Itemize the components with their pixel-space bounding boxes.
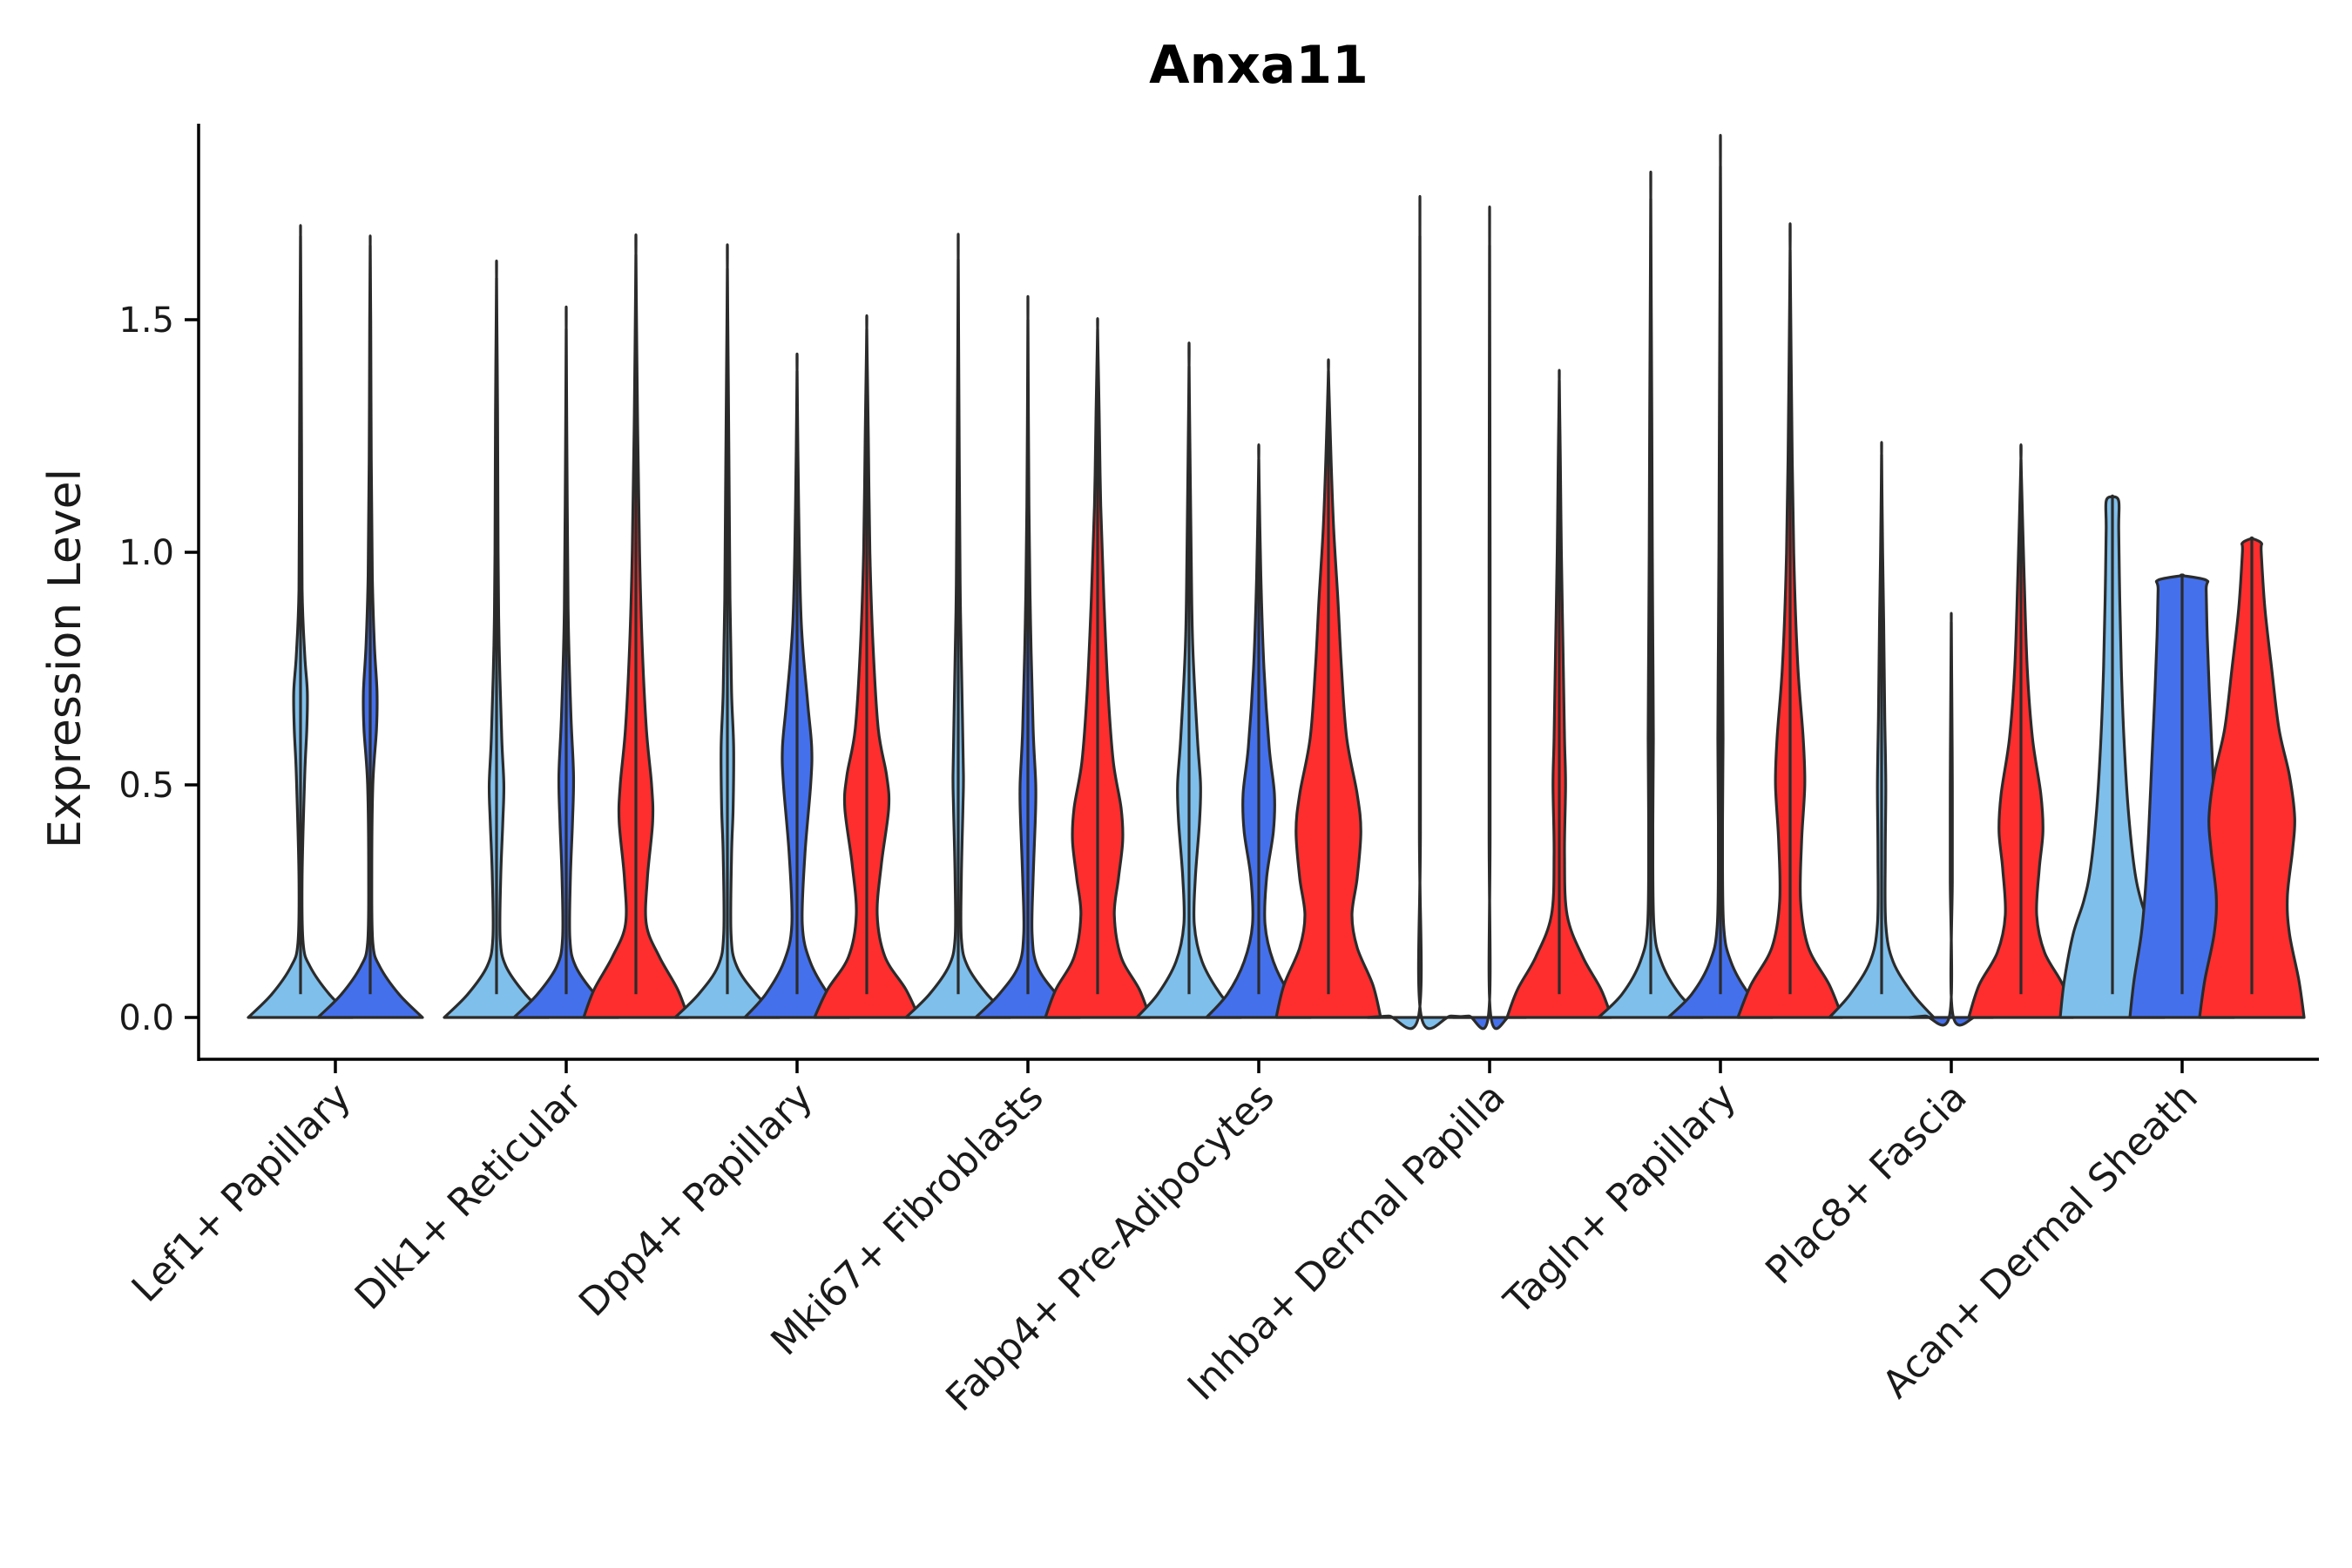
- x-tick-label: Tagln+ Papillary: [1496, 1075, 1745, 1324]
- x-tick-label: Plac8+ Fascia: [1757, 1075, 1976, 1294]
- y-tick-label: 1.0: [118, 533, 174, 573]
- violin-group: [1366, 194, 1613, 1031]
- violin-group: [904, 233, 1152, 1019]
- chart-title: Anxa11: [1149, 35, 1369, 96]
- x-tick-label: Dlk1+ Reticular: [347, 1074, 591, 1319]
- violin-group: [1828, 441, 2075, 1027]
- violin-group: [1135, 341, 1382, 1019]
- y-tick-label: 1.5: [118, 301, 174, 341]
- violins-layer: [247, 133, 2306, 1031]
- y-axis-label: Expression Level: [39, 469, 91, 848]
- violin-group: [2058, 494, 2306, 1019]
- y-tick-label: 0.0: [118, 998, 174, 1038]
- violin-group: [673, 243, 921, 1019]
- violin-group: [443, 233, 690, 1019]
- y-axis-ticks: 0.0 0.5 1.0 1.5: [118, 301, 199, 1038]
- x-tick-label: Dpp4+ Papillary: [571, 1075, 821, 1326]
- x-tick-label: Lef1+ Papillary: [124, 1075, 360, 1311]
- violin-group: [247, 224, 424, 1019]
- violin-group: [1597, 133, 1844, 1019]
- y-tick-label: 0.5: [118, 766, 174, 806]
